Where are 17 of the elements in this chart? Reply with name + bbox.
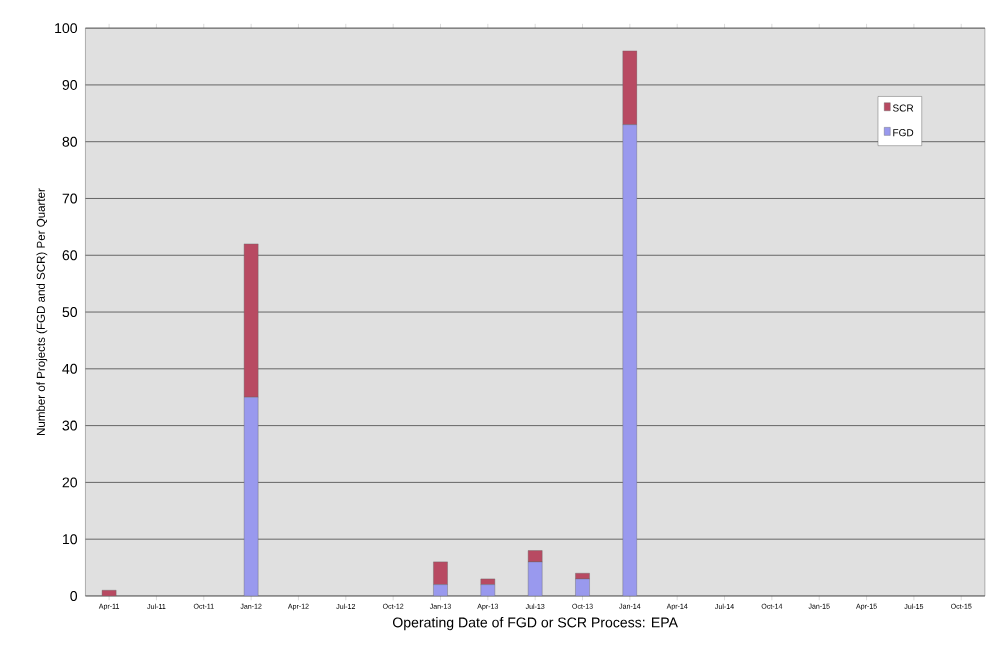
bar [243,243,259,398]
y-tick-label: 80 [62,136,78,147]
y-tick-label: 50 [62,306,78,317]
x-axis-title: Operating Date of FGD or SCR Process: EPA [392,616,678,631]
legend-label: FGD [893,128,914,137]
bar [622,50,638,125]
y-tick-label: 0 [70,590,78,601]
y-tick-label: 10 [63,534,78,545]
y-tick-label: 40 [62,363,78,374]
y-tick-label: 30 [62,420,78,431]
legend-label: SCR [892,104,914,112]
y-axis-title: Number of Projects (FGD and SCR) Per Quarter [36,188,48,435]
y-tick-label: 90 [62,79,78,90]
y-tick-label: 60 [62,250,78,261]
y-tick-label: 20 [62,477,78,488]
y-tick-label: 100 [55,23,78,33]
y-tick-label: 70 [62,193,78,204]
